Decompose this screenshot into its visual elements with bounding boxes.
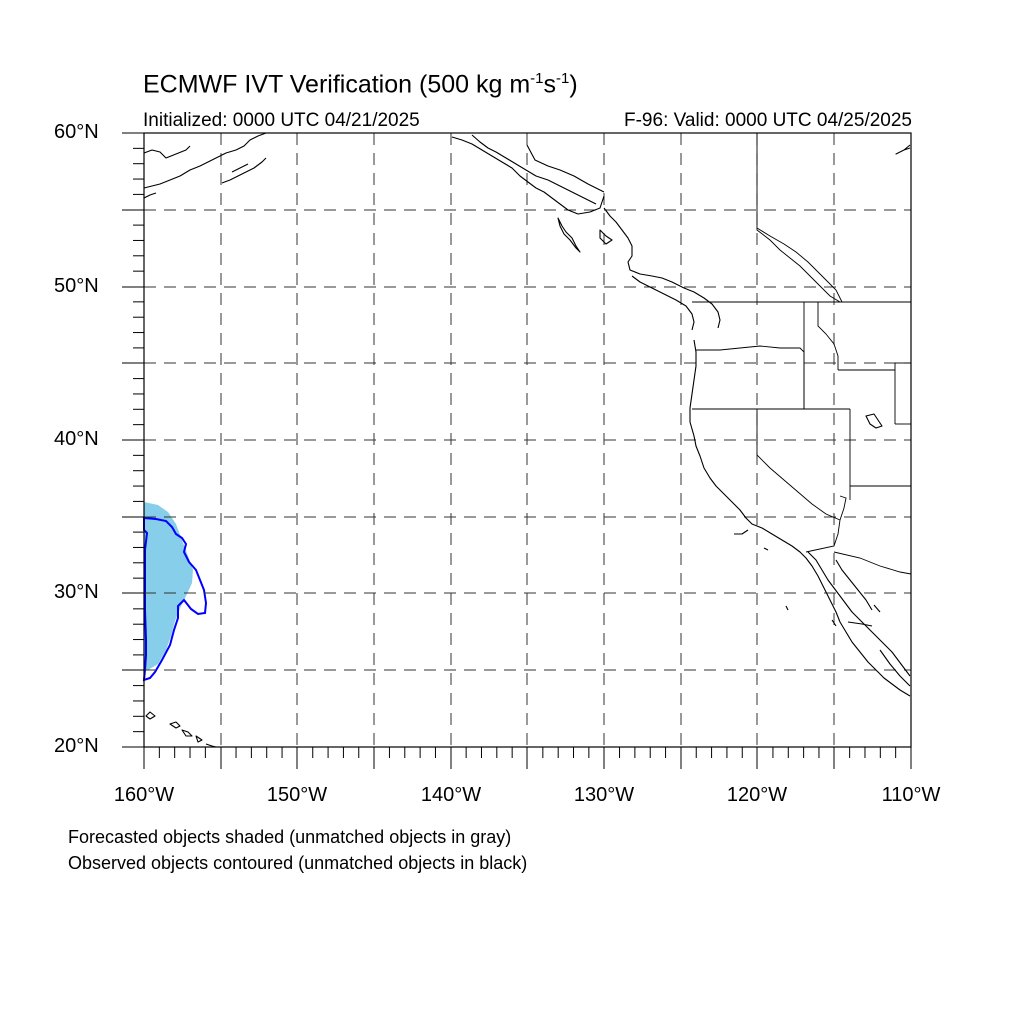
lat-label-30: 30°N <box>54 581 99 603</box>
observed-object <box>142 516 208 682</box>
lon-ticks <box>143 747 912 769</box>
forecast-note: Forecasted objects shaded (unmatched obj… <box>68 827 512 847</box>
forecast-object <box>144 502 193 672</box>
observed-note: Observed objects contoured (unmatched ob… <box>68 853 528 873</box>
lon-label-140w: 140°W <box>420 784 482 806</box>
borders <box>692 133 912 575</box>
minor-lat-ticks <box>133 147 144 733</box>
lon-label-110w: 110°W <box>881 784 941 806</box>
map-title: ECMWF IVT Verification (500 kg m-1s-1) <box>143 70 578 99</box>
lon-label-150w: 150°W <box>266 784 328 806</box>
lon-label-120w: 120°W <box>726 784 788 806</box>
valid-time-label: F-96: Valid: 0000 UTC 04/25/2025 <box>624 110 912 131</box>
coastlines <box>143 132 911 748</box>
initialized-label: Initialized: 0000 UTC 04/21/2025 <box>143 110 420 131</box>
lat-label-40: 40°N <box>54 428 99 450</box>
lat-label-20: 20°N <box>54 735 99 757</box>
lon-label-130w: 130°W <box>573 784 635 806</box>
lat-label-50: 50°N <box>54 275 99 297</box>
lat-ticks <box>122 132 144 748</box>
gridlines <box>144 133 911 747</box>
minor-lon-ticks <box>158 747 897 758</box>
lat-label-60: 60°N <box>54 121 99 143</box>
lon-label-160w: 160°W <box>113 784 175 806</box>
